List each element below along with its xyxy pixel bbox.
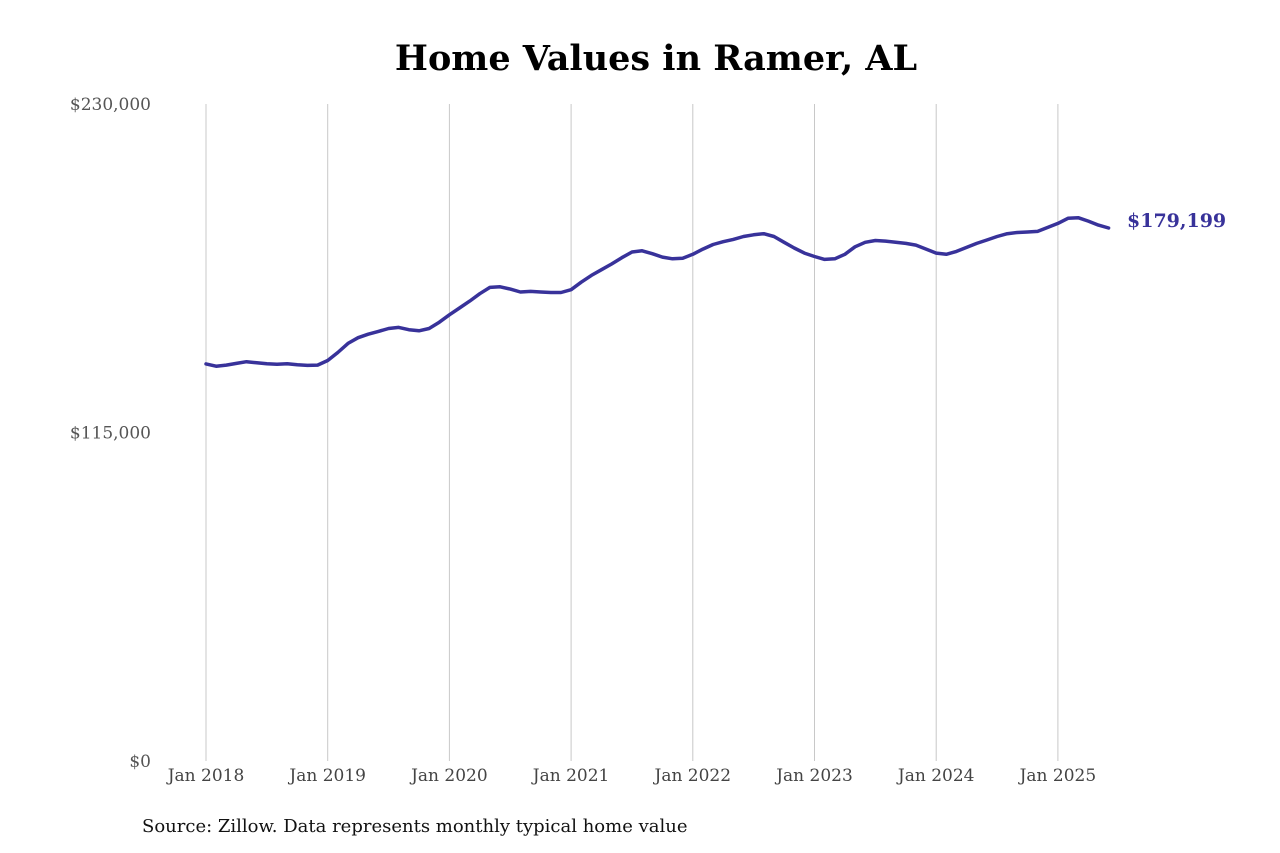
y-tick-label: $230,000 [70,95,151,115]
x-tick-label: Jan 2024 [896,766,975,786]
source-note: Source: Zillow. Data represents monthly … [142,816,688,837]
end-value-label: $179,199 [1127,210,1226,232]
chart-title: Home Values in Ramer, AL [394,38,918,79]
y-tick-label: $0 [129,752,151,772]
x-axis: Jan 2018 Jan 2019 Jan 2020 Jan 2021 Jan 2022… [166,766,1096,786]
series: $179,199 [204,210,1226,368]
y-axis: $230,000 $115,000 $0 [70,95,151,772]
x-tick-label: Jan 2023 [774,766,853,786]
y-tick-label: $115,000 [70,424,151,444]
x-tick-label: Jan 2022 [653,766,732,786]
series-line [204,215,1111,368]
gridlines [205,104,1059,761]
x-tick-label: Jan 2021 [531,766,610,786]
x-tick-label: Jan 2019 [287,766,366,786]
x-tick-label: Jan 2018 [166,766,245,786]
x-tick-label: Jan 2020 [409,766,488,786]
x-tick-label: Jan 2025 [1018,766,1097,786]
